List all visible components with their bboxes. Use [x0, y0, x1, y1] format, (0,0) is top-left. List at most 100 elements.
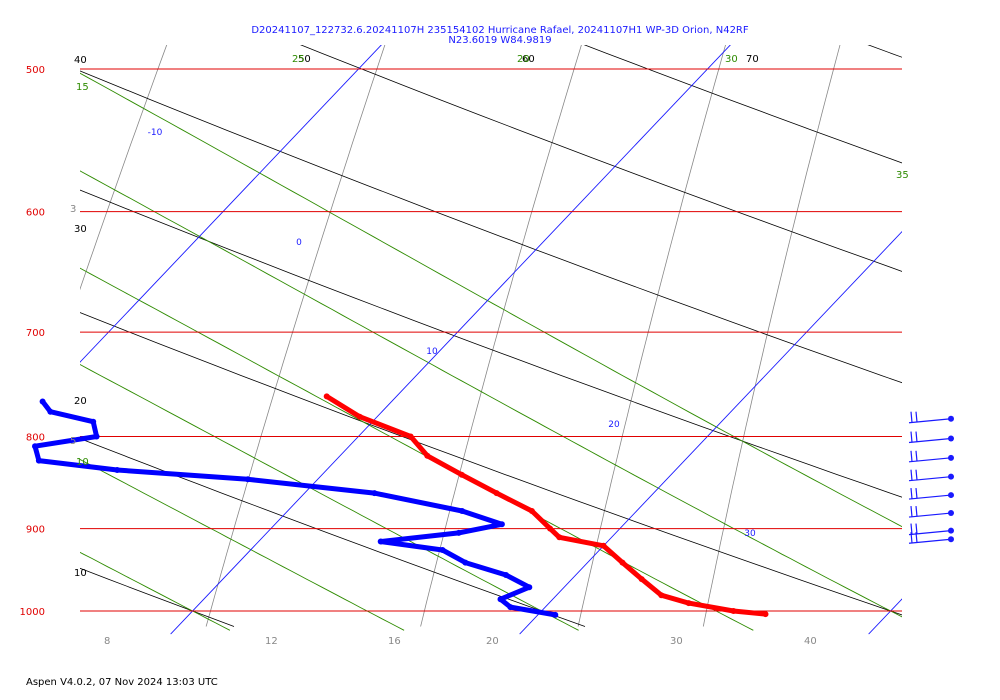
- chart-title: D20241107_122732.6.20241107H 235154102 H…: [251, 25, 749, 36]
- temperature-profile-point: [730, 608, 737, 614]
- dewpoint-profile-point: [35, 457, 42, 464]
- pressure-tick-label: 600: [26, 208, 45, 219]
- mixing-ratio-label: 16: [388, 636, 401, 647]
- wind-barb: [908, 469, 954, 482]
- dewpoint-profile-point: [439, 547, 446, 553]
- dry-adiabat-label: 40: [74, 55, 87, 66]
- mixing-ratio-line: [80, 45, 168, 291]
- temperature-profile-point: [762, 611, 769, 618]
- dry-adiabat-line: [80, 438, 586, 627]
- temperature-profile-point: [458, 471, 465, 478]
- temperature-profile-point: [619, 559, 626, 566]
- mixing-ratio-label: 3: [70, 204, 76, 215]
- mixing-ratio-line: [420, 45, 582, 627]
- isotherm-label: 0: [296, 238, 302, 248]
- mixing-ratio-label: 30: [670, 636, 683, 647]
- isotherm-label: 30: [744, 529, 756, 539]
- dry-adiabat-label: 60: [522, 54, 535, 65]
- dewpoint-profile-point: [32, 443, 38, 450]
- dewpoint-profile-point: [498, 521, 505, 528]
- temperature-profile-point: [493, 490, 500, 497]
- dewpoint-profile-point: [93, 433, 100, 440]
- profiles-layer: [32, 393, 769, 618]
- dewpoint-profile-point: [39, 398, 46, 405]
- dewpoint-profile-point: [244, 476, 251, 483]
- moist-adiabat-label: 30: [725, 54, 738, 65]
- labels-layer: 500 600 700 800 900 1000 -10 0 10 20 30 40 30 20 10 50 6…: [20, 54, 909, 647]
- mixing-ratio-label: 12: [265, 636, 278, 647]
- wind-barbs-layer: [908, 411, 954, 544]
- dewpoint-profile-point: [503, 572, 509, 578]
- mixing-ratio-label: 40: [804, 636, 817, 647]
- dewpoint-profile-point: [455, 529, 462, 536]
- temperature-profile-point: [424, 452, 431, 459]
- moist-adiabat-line: [80, 170, 902, 618]
- wind-barb: [908, 488, 954, 500]
- pressure-tick-label: 900: [26, 525, 45, 536]
- dewpoint-profile-point: [114, 467, 121, 473]
- isotherm-line: [519, 230, 902, 635]
- dry-adiabat-label: 10: [74, 568, 87, 579]
- dry-adiabat-line: [80, 70, 902, 384]
- isotherm-line: [868, 598, 902, 635]
- temperature-profile-point: [556, 534, 563, 541]
- mixing-ratio-label: 8: [104, 636, 110, 647]
- wind-barb: [908, 431, 954, 444]
- temperature-profile-point: [323, 393, 330, 400]
- isotherm-line: [170, 45, 731, 635]
- temperature-profile-point: [528, 508, 535, 514]
- moist-adiabat-line: [80, 72, 902, 528]
- dewpoint-profile-point: [377, 538, 384, 545]
- moist-adiabat-label: 35: [896, 170, 909, 181]
- dewpoint-profile-point: [371, 490, 378, 497]
- isotherm-label: 20: [608, 420, 620, 430]
- wind-barb: [908, 532, 954, 544]
- mixing-ratio-line: [577, 45, 726, 627]
- moist-adiabat-line: [80, 551, 231, 631]
- grid-layer: [80, 37, 1000, 635]
- isotherm-line: [80, 45, 382, 363]
- dewpoint-profile-point: [497, 596, 504, 603]
- mixing-ratio-line: [937, 37, 1000, 626]
- temperature-profile-line: [324, 393, 768, 617]
- pressure-tick-label: 1000: [20, 607, 45, 618]
- dry-adiabat-label: 20: [74, 396, 87, 407]
- wind-barb: [908, 450, 954, 463]
- temperature-profile-point: [600, 542, 607, 549]
- wind-barb: [908, 505, 954, 518]
- mixing-ratio-label: 5: [70, 436, 76, 447]
- pressure-tick-label: 500: [26, 65, 45, 76]
- wind-barb: [908, 411, 954, 424]
- pressure-tick-label: 800: [26, 433, 45, 444]
- dry-adiabat-label: 70: [746, 54, 759, 65]
- temperature-profile-point: [638, 576, 645, 583]
- dewpoint-profile-point: [552, 611, 559, 618]
- mixing-ratio-label: 20: [486, 636, 499, 647]
- temperature-profile-point: [547, 525, 554, 532]
- dewpoint-profile-point: [459, 508, 466, 514]
- dry-adiabat-line: [80, 312, 902, 616]
- moist-adiabat-label: 10: [76, 457, 89, 468]
- temperature-profile-point: [685, 600, 692, 607]
- moist-adiabat-label: 25: [292, 54, 305, 65]
- temperature-profile-point: [407, 433, 414, 440]
- pressure-tick-label: 700: [26, 328, 45, 339]
- chart-subtitle: N23.6019 W84.9819: [448, 35, 552, 46]
- dewpoint-profile-point: [526, 584, 533, 591]
- dewpoint-profile-point: [47, 408, 54, 415]
- dewpoint-profile-point: [90, 418, 97, 425]
- dry-adiabat-line: [80, 189, 902, 498]
- grid-lines: [80, 37, 1000, 635]
- software-version-footer: Aspen V4.0.2, 07 Nov 2024 13:03 UTC: [26, 677, 218, 688]
- dry-adiabat-label: 30: [74, 224, 87, 235]
- moist-adiabat-label: 15: [76, 82, 89, 93]
- dewpoint-profile-point: [507, 604, 514, 611]
- moist-adiabat-line: [80, 458, 405, 631]
- moist-adiabat-label: 20: [517, 54, 530, 65]
- dry-adiabat-label: 50: [298, 54, 311, 65]
- temperature-profile-point: [356, 413, 363, 420]
- temperature-profile-point: [658, 592, 665, 599]
- dry-adiabat-line: [300, 45, 902, 272]
- dewpoint-profile-point: [462, 559, 469, 566]
